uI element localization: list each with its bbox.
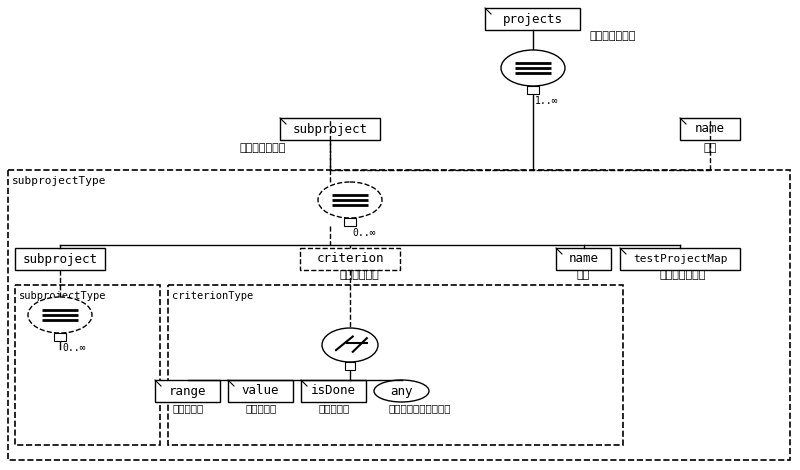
Text: 0..∞: 0..∞ [352,228,375,238]
Bar [345,362,355,369]
Text: isDone: isDone [311,384,356,398]
Text: name: name [569,252,598,266]
Ellipse shape [28,297,92,333]
Text: criterion: criterion [316,252,384,266]
Text: criterionType: criterionType [172,291,254,301]
Bar [485,8,580,30]
Bar [15,285,160,445]
Text: 区间型指标: 区间型指标 [172,403,204,413]
Ellipse shape [374,380,429,402]
Text: 测试需求根节点: 测试需求根节点 [590,31,636,41]
Bar [301,380,366,402]
Text: 关联的测试项目: 关联的测试项目 [660,270,706,280]
Bar [15,248,105,270]
Text: 断言型指标: 断言型指标 [318,403,350,413]
Text: 1..∞: 1..∞ [535,96,558,106]
Text: 名称: 名称 [576,270,590,280]
Text: 单值型指标: 单值型指标 [246,403,277,413]
Bar [54,333,66,341]
Text: range: range [169,384,206,398]
Text: any: any [390,384,413,398]
Bar [155,380,220,402]
Text: subproject: subproject [22,252,98,266]
Bar [280,118,380,140]
Bar [556,248,611,270]
Bar [620,248,740,270]
Text: 名称: 名称 [703,143,717,153]
Text: 测试需求子节点: 测试需求子节点 [240,143,286,153]
Text: subprojectType: subprojectType [12,176,106,186]
Bar [168,285,623,445]
Ellipse shape [322,328,378,362]
Bar [300,248,400,270]
Ellipse shape [501,50,565,86]
Text: value: value [242,384,279,398]
Text: testProjectMap: testProjectMap [633,254,727,264]
Bar [344,218,356,226]
Text: subproject: subproject [293,123,367,135]
Text: 可扩展的其他指标类型: 可扩展的其他指标类型 [389,403,451,413]
Bar [8,170,790,460]
Bar [228,380,293,402]
Text: 判定指标元素: 判定指标元素 [340,270,380,280]
Bar [680,118,740,140]
Text: subprojectType: subprojectType [19,291,106,301]
Text: name: name [695,123,725,135]
Text: 0..∞: 0..∞ [62,343,86,353]
Text: projects: projects [502,13,562,25]
Ellipse shape [318,182,382,218]
Bar [527,86,539,94]
